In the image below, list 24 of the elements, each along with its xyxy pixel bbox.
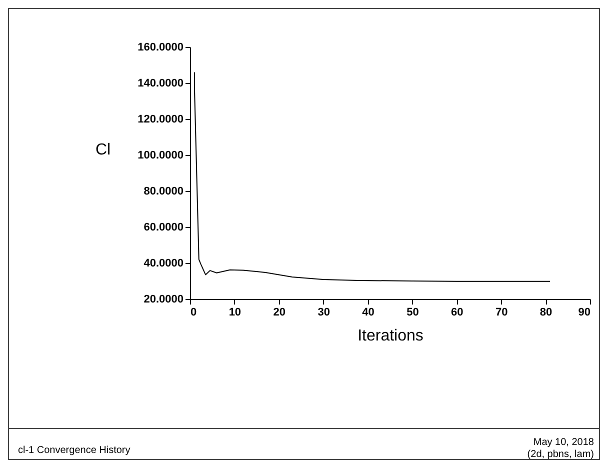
y-tick-label: 80.0000 bbox=[144, 186, 184, 198]
text: (2d, pbns, lam) bbox=[527, 449, 594, 460]
line-series bbox=[194, 72, 550, 282]
x-tick-label: 90 bbox=[578, 306, 590, 318]
y-tick-label: 20.0000 bbox=[144, 294, 184, 306]
x-tick-label: 0 bbox=[190, 306, 197, 318]
y-tick-label: 60.0000 bbox=[144, 222, 184, 234]
x-tick-label: 60 bbox=[451, 306, 464, 318]
y-tick-label: 100.0000 bbox=[138, 150, 184, 162]
y-axis-title: Cl bbox=[96, 142, 111, 158]
y-tick-label: 160.0000 bbox=[138, 42, 184, 54]
x-tick-label: 30 bbox=[318, 306, 330, 318]
y-tick-label: 40.0000 bbox=[144, 258, 184, 270]
y-tick-label: 120.0000 bbox=[138, 114, 184, 126]
x-tick-label: 80 bbox=[540, 306, 552, 318]
text: cl-1 Convergence History bbox=[18, 445, 130, 456]
x-axis-title: Iterations bbox=[358, 328, 424, 344]
x-tick-label: 40 bbox=[362, 306, 374, 318]
x-tick-label: 20 bbox=[273, 306, 286, 318]
text: May 10, 2018 bbox=[533, 437, 594, 448]
y-tick-label: 140.0000 bbox=[138, 78, 184, 90]
x-tick-label: 50 bbox=[406, 306, 419, 318]
x-tick-label: 70 bbox=[495, 306, 508, 318]
x-tick-label: 10 bbox=[228, 306, 242, 318]
